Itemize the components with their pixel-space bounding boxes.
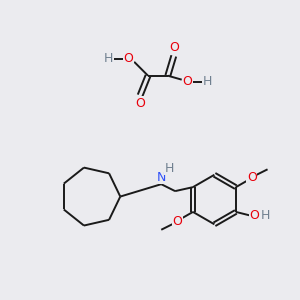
Text: O: O bbox=[135, 97, 145, 110]
Text: H: H bbox=[261, 209, 270, 222]
Text: O: O bbox=[247, 171, 256, 184]
Text: O: O bbox=[183, 75, 193, 88]
Text: H: H bbox=[164, 162, 174, 175]
Text: H: H bbox=[104, 52, 113, 65]
Text: O: O bbox=[169, 41, 179, 55]
Text: O: O bbox=[123, 52, 133, 65]
Text: N: N bbox=[157, 171, 166, 184]
Text: H: H bbox=[203, 75, 212, 88]
Text: O: O bbox=[250, 209, 260, 222]
Text: O: O bbox=[172, 215, 182, 228]
